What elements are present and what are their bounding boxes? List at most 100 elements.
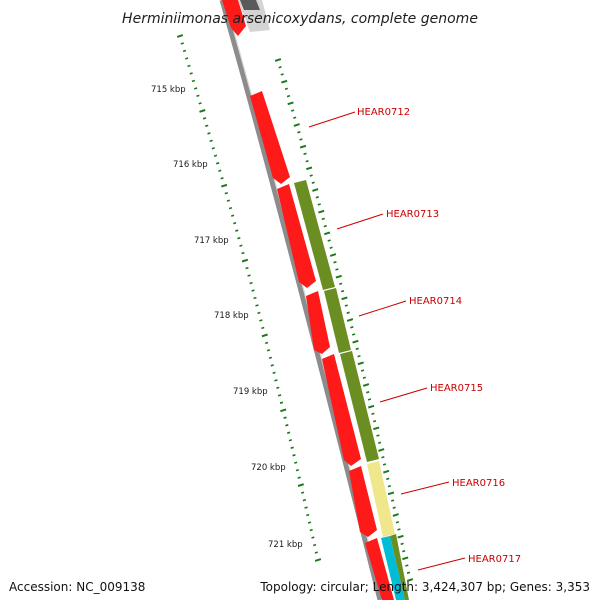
outer-scale-tick bbox=[392, 513, 399, 517]
inner-scale-tick bbox=[245, 266, 249, 270]
inner-scale-tick bbox=[249, 281, 253, 285]
inner-scale-tick bbox=[279, 401, 284, 404]
outer-scale-tick bbox=[382, 469, 390, 474]
outer-scale-tick bbox=[329, 253, 337, 257]
inner-scale-tick bbox=[306, 513, 310, 517]
cog-block-hear0716[interactable] bbox=[367, 461, 395, 537]
outer-scale-tick bbox=[346, 311, 350, 314]
inner-scale-tick bbox=[220, 177, 224, 180]
inner-scale-tick bbox=[239, 244, 243, 247]
outer-scale-tick bbox=[352, 339, 359, 344]
outer-scale-tick bbox=[402, 556, 409, 561]
inner-scale-tick bbox=[297, 476, 301, 479]
gene-label-hear0716[interactable]: HEAR0716 bbox=[452, 478, 505, 489]
leader-line-hear0713 bbox=[336, 213, 384, 230]
leader-line-hear0716 bbox=[400, 481, 450, 495]
gene-arrow-hear0713[interactable] bbox=[277, 184, 316, 288]
inner-scale-tick bbox=[261, 333, 268, 338]
inner-scale-tick bbox=[295, 468, 300, 472]
outer-scale-tick bbox=[299, 144, 307, 149]
outer-scale-tick bbox=[344, 304, 348, 307]
scale-label-716: 716 kbp bbox=[173, 160, 208, 170]
inner-scale-tick bbox=[300, 491, 305, 494]
inner-scale-tick bbox=[191, 79, 196, 83]
inner-scale-tick bbox=[292, 454, 296, 457]
inner-scale-tick bbox=[211, 147, 215, 150]
cog-function-track bbox=[294, 180, 409, 600]
inner-scale-tick bbox=[274, 379, 278, 382]
inner-scale-tick bbox=[314, 558, 322, 562]
inner-scale-tick bbox=[218, 169, 222, 172]
gene-arrow-hear0715[interactable] bbox=[322, 354, 361, 466]
cog-block-hear0715[interactable] bbox=[340, 351, 379, 462]
outer-scale-tick bbox=[323, 231, 331, 236]
outer-scale-tick bbox=[312, 188, 319, 192]
inner-scale-tick bbox=[235, 229, 239, 232]
outer-scale-tick bbox=[382, 463, 387, 466]
leader-line-hear0712 bbox=[308, 111, 356, 128]
outer-scale-tick bbox=[335, 268, 339, 271]
outer-scale-tick bbox=[327, 239, 331, 242]
inner-scale-tick bbox=[257, 311, 261, 315]
scale-label-715: 715 kbp bbox=[151, 85, 186, 95]
outer-scale-tick bbox=[278, 66, 282, 69]
outer-scale-tick bbox=[355, 347, 359, 351]
inner-scale-tick bbox=[270, 364, 274, 367]
inner-scale-tick bbox=[307, 521, 312, 524]
gene-arrow-hear0717[interactable] bbox=[365, 538, 394, 600]
inner-scale-tick bbox=[185, 57, 189, 60]
inner-scale-tick bbox=[314, 551, 318, 554]
outer-scale-tick bbox=[305, 166, 313, 171]
outer-scale-tick bbox=[341, 296, 348, 301]
inner-scale-tick bbox=[290, 446, 294, 449]
inner-scale-tick bbox=[264, 341, 269, 345]
inner-scale-tick bbox=[224, 192, 228, 195]
inner-scale-tick bbox=[205, 124, 209, 128]
inner-scale-tick bbox=[215, 162, 220, 165]
gene-arrow-hear0716[interactable] bbox=[349, 466, 377, 537]
inner-scale-tick bbox=[196, 94, 200, 98]
outer-scale-tick bbox=[395, 521, 400, 524]
gene-label-hear0714[interactable]: HEAR0714 bbox=[409, 296, 462, 307]
gene-arrow-hear0712[interactable] bbox=[250, 91, 290, 184]
inner-scale-tick bbox=[241, 258, 249, 263]
gene-label-hear0717[interactable]: HEAR0717 bbox=[468, 554, 521, 565]
outer-scale-tick bbox=[284, 87, 289, 91]
outer-scale-tick bbox=[400, 542, 404, 546]
outer-scale-tick bbox=[366, 391, 370, 394]
outer-scale-tick bbox=[376, 434, 380, 437]
inner-scale-tick bbox=[280, 408, 287, 413]
outer-scale-tick bbox=[377, 441, 382, 444]
cog-block-hear0714[interactable] bbox=[324, 288, 351, 353]
outer-scale-tick bbox=[339, 282, 343, 286]
inner-scale-tick bbox=[259, 319, 263, 322]
gene-label-hear0713[interactable]: HEAR0713 bbox=[386, 209, 439, 220]
outer-scale-tick bbox=[397, 534, 404, 539]
forward-strand-genes bbox=[250, 91, 394, 600]
gene-label-hear0715[interactable]: HEAR0715 bbox=[430, 383, 483, 394]
outer-scale-tick bbox=[321, 217, 325, 221]
outer-scale-tick bbox=[378, 448, 385, 452]
inner-scale-tick bbox=[198, 102, 202, 105]
cog-block-hear0717-olive[interactable] bbox=[390, 534, 409, 600]
outer-scale-tick bbox=[402, 549, 406, 553]
gene-labels: HEAR0712 HEAR0713 HEAR0714 HEAR0715 HEAR… bbox=[308, 107, 521, 571]
gene-arrow-prev[interactable] bbox=[222, 0, 246, 36]
outer-scale-tick bbox=[281, 79, 288, 84]
outer-scale-tick bbox=[367, 404, 375, 409]
inner-scale-tick bbox=[207, 132, 211, 135]
outer-scale-tick bbox=[286, 94, 291, 98]
outer-scale-tick bbox=[303, 152, 307, 156]
gene-label-hear0712[interactable]: HEAR0712 bbox=[357, 107, 410, 118]
inner-scale-tick bbox=[237, 236, 241, 240]
inner-scale-tick bbox=[189, 72, 193, 75]
outer-scale-tick bbox=[335, 274, 342, 279]
outer-scale-tick bbox=[406, 578, 414, 582]
outer-scale-tick bbox=[333, 261, 337, 264]
inner-scale-tick bbox=[251, 289, 255, 292]
inner-scale-tick bbox=[294, 461, 298, 464]
inner-scale-tick bbox=[176, 34, 184, 38]
cog-block-hear0713[interactable] bbox=[294, 180, 335, 290]
cog-block-hear0717-cyan[interactable] bbox=[381, 536, 405, 600]
gene-arrow-hear0714[interactable] bbox=[306, 291, 330, 354]
